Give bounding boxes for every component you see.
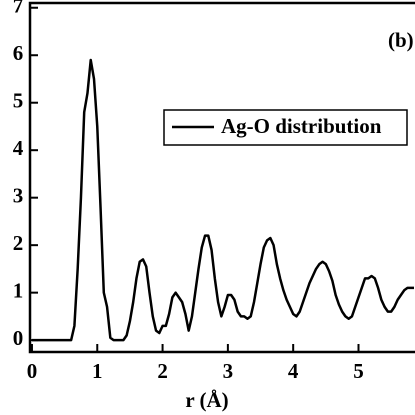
x-tick-label: 2 — [157, 359, 168, 383]
y-tick-label: 0 — [13, 326, 24, 350]
data-line — [31, 58, 414, 342]
y-tick-label: 4 — [13, 136, 24, 160]
y-tick-label: 1 — [13, 278, 24, 302]
x-tick-label: 5 — [353, 359, 364, 383]
x-tick-label: 3 — [223, 359, 234, 383]
x-tick-label: 1 — [92, 359, 103, 383]
y-tick-label: 5 — [13, 89, 24, 113]
x-tick-label: 0 — [27, 359, 38, 383]
plot-frame — [28, 1, 415, 354]
legend-label: Ag-O distribution — [221, 114, 382, 138]
x-axis-label: r (Å) — [185, 388, 228, 412]
legend-box — [163, 109, 408, 146]
y-tick-label: 6 — [13, 41, 24, 65]
x-tick-label: 4 — [288, 359, 299, 383]
y-tick-label: 2 — [13, 231, 24, 255]
y-tick-label: 7 — [13, 0, 24, 18]
annotation: (b) — [388, 28, 414, 52]
y-tick-label: 3 — [13, 183, 24, 207]
